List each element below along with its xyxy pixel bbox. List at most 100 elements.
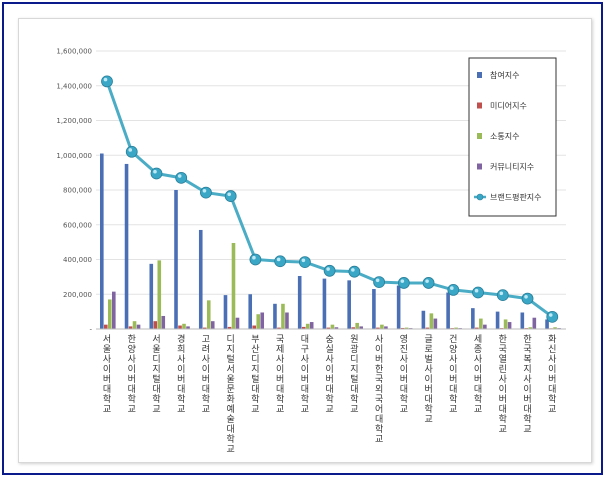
bar (479, 318, 483, 329)
bar (277, 327, 281, 329)
bar (100, 153, 104, 329)
bar (334, 327, 339, 329)
y-tick-label: 1,200,000 (56, 117, 92, 125)
bar (305, 323, 310, 329)
line-point-highlight (474, 288, 479, 293)
line-point-highlight (499, 291, 504, 296)
bar (380, 324, 384, 329)
bar (256, 314, 261, 329)
bar (297, 276, 302, 329)
bar (161, 315, 166, 329)
bar (351, 327, 355, 329)
bar (285, 312, 289, 329)
line-point-highlight (450, 286, 454, 290)
bar (421, 310, 426, 329)
line-point-highlight (375, 278, 380, 283)
bar (355, 322, 359, 329)
bar (273, 303, 277, 329)
bar (446, 292, 450, 329)
legend-label: 커뮤니티지수 (490, 162, 534, 172)
bar (322, 278, 327, 329)
bar (128, 326, 133, 329)
bar (132, 321, 137, 329)
bar (281, 303, 285, 329)
line-point (175, 171, 188, 184)
bar (330, 324, 335, 329)
y-tick-label: 200,000 (63, 291, 92, 299)
line-point-highlight (301, 258, 306, 263)
bar (108, 299, 112, 329)
line-point (521, 292, 534, 305)
bar (223, 295, 228, 329)
legend-swatch (477, 72, 482, 78)
bar (235, 317, 240, 329)
line-point-highlight (103, 77, 108, 82)
line-point (249, 253, 262, 266)
bar (182, 323, 186, 329)
bar (372, 289, 376, 329)
line-point-highlight (351, 268, 355, 272)
line-point (224, 190, 237, 202)
bar (503, 319, 508, 329)
bar (202, 327, 207, 329)
line-point (323, 264, 336, 277)
line-point-highlight (425, 279, 429, 283)
legend-label: 참여지수 (490, 70, 519, 80)
bar (429, 313, 434, 329)
line-point-highlight (202, 189, 207, 193)
y-tick-label: 1,400,000 (56, 82, 92, 90)
bar (104, 324, 108, 329)
bar (384, 326, 388, 329)
line-point-highlight (524, 294, 528, 299)
bar (400, 327, 405, 329)
bar (231, 242, 236, 329)
line-point (274, 255, 287, 268)
bar (112, 291, 116, 329)
line-point-highlight (548, 313, 553, 317)
bar (157, 260, 162, 329)
bar (174, 190, 178, 329)
line-point (298, 256, 311, 269)
bar (454, 327, 458, 329)
bar (495, 311, 500, 329)
bar (227, 326, 232, 329)
bar (471, 308, 475, 329)
bar (483, 324, 487, 329)
line-point (125, 145, 138, 158)
line-point (101, 75, 113, 88)
bar (404, 327, 409, 329)
line-point (447, 284, 460, 296)
legend-label: 미디어지수 (490, 101, 527, 111)
bar (359, 326, 363, 329)
bar (248, 294, 253, 329)
bar (545, 319, 549, 329)
legend-label: 브랜드평판지수 (490, 192, 542, 202)
line-point (422, 277, 435, 289)
line-point-highlight (252, 255, 256, 260)
line-point (496, 289, 509, 302)
line-point-highlight (227, 192, 231, 197)
bar (198, 229, 203, 329)
bar (347, 280, 351, 329)
bar (206, 300, 211, 329)
bar (326, 327, 331, 329)
bar (425, 327, 430, 329)
bar (309, 322, 314, 329)
bar (149, 263, 154, 329)
line-point (546, 310, 559, 323)
y-tick-label: 1,000,000 (56, 152, 92, 160)
line-point-highlight (276, 257, 281, 262)
line-point-highlight (153, 169, 157, 174)
bar (553, 327, 557, 329)
bar (124, 163, 129, 329)
